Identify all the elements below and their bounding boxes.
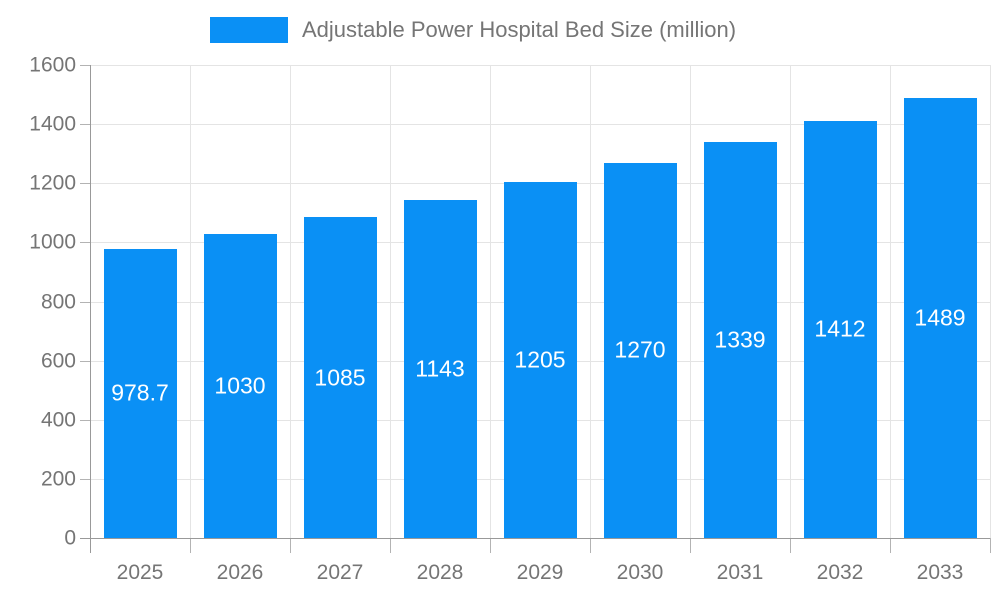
x-tick bbox=[890, 538, 891, 553]
x-axis-label: 2032 bbox=[816, 561, 864, 584]
x-axis-label: 2030 bbox=[616, 561, 664, 584]
bar-value-label: 1030 bbox=[214, 372, 266, 399]
y-axis-label: 600 bbox=[40, 349, 76, 373]
bar-value-label: 978.7 bbox=[111, 379, 169, 406]
gridline-v bbox=[990, 65, 991, 538]
y-tick bbox=[80, 478, 90, 480]
x-axis-label: 2025 bbox=[116, 561, 164, 584]
bar-2026[interactable] bbox=[203, 233, 277, 538]
x-axis-label: 2029 bbox=[516, 561, 564, 584]
y-tick bbox=[80, 124, 90, 126]
y-axis-label: 800 bbox=[40, 290, 76, 313]
x-axis-label: 2026 bbox=[216, 561, 264, 584]
legend-swatch bbox=[210, 17, 288, 43]
x-tick bbox=[490, 538, 491, 553]
x-tick bbox=[990, 538, 991, 553]
y-tick bbox=[80, 65, 90, 66]
bar-2029[interactable] bbox=[503, 181, 577, 538]
y-axis-label: 200 bbox=[40, 467, 76, 491]
y-tick bbox=[80, 183, 90, 185]
bar-2025[interactable] bbox=[103, 248, 177, 538]
x-axis-label: 2027 bbox=[316, 561, 364, 584]
x-tick bbox=[190, 538, 191, 553]
bar-value-label: 1270 bbox=[614, 336, 666, 363]
legend-item[interactable]: Adjustable Power Hospital Bed Size (mill… bbox=[210, 17, 736, 43]
x-tick bbox=[290, 538, 291, 553]
x-tick bbox=[690, 538, 691, 553]
bar-2027[interactable] bbox=[303, 217, 377, 538]
y-axis-label: 0 bbox=[64, 526, 76, 550]
y-axis-label: 1400 bbox=[29, 112, 76, 136]
bar-value-label: 1205 bbox=[514, 346, 566, 373]
x-tick bbox=[390, 538, 391, 553]
x-axis-label: 2033 bbox=[916, 561, 964, 584]
x-tick bbox=[790, 538, 791, 553]
y-axis-label: 1600 bbox=[29, 53, 76, 77]
x-axis-line bbox=[80, 538, 990, 539]
bar-value-label: 1489 bbox=[914, 304, 966, 331]
bar-2033[interactable] bbox=[903, 97, 977, 538]
y-axis-label: 1000 bbox=[29, 230, 76, 254]
bar-2030[interactable] bbox=[603, 162, 677, 538]
bar-2028[interactable] bbox=[403, 200, 477, 538]
y-axis-label: 1200 bbox=[29, 171, 76, 195]
bar-value-label: 1339 bbox=[714, 326, 766, 353]
x-tick bbox=[590, 538, 591, 553]
x-axis-label: 2031 bbox=[716, 561, 764, 584]
x-axis-label: 2028 bbox=[416, 561, 464, 584]
gridline-h bbox=[90, 124, 990, 126]
y-tick bbox=[80, 242, 90, 244]
bar-value-label: 1085 bbox=[314, 364, 366, 391]
gridline-h bbox=[90, 65, 990, 66]
y-axis-label: 400 bbox=[40, 408, 76, 432]
y-tick bbox=[80, 419, 90, 421]
bar-2031[interactable] bbox=[703, 142, 777, 538]
bar-2032[interactable] bbox=[803, 120, 877, 538]
legend-label: Adjustable Power Hospital Bed Size (mill… bbox=[302, 17, 737, 42]
y-axis-line bbox=[90, 65, 91, 553]
bar-value-label: 1143 bbox=[415, 355, 465, 382]
y-tick bbox=[80, 301, 90, 303]
bar-value-label: 1412 bbox=[814, 315, 866, 342]
y-tick bbox=[80, 360, 90, 362]
